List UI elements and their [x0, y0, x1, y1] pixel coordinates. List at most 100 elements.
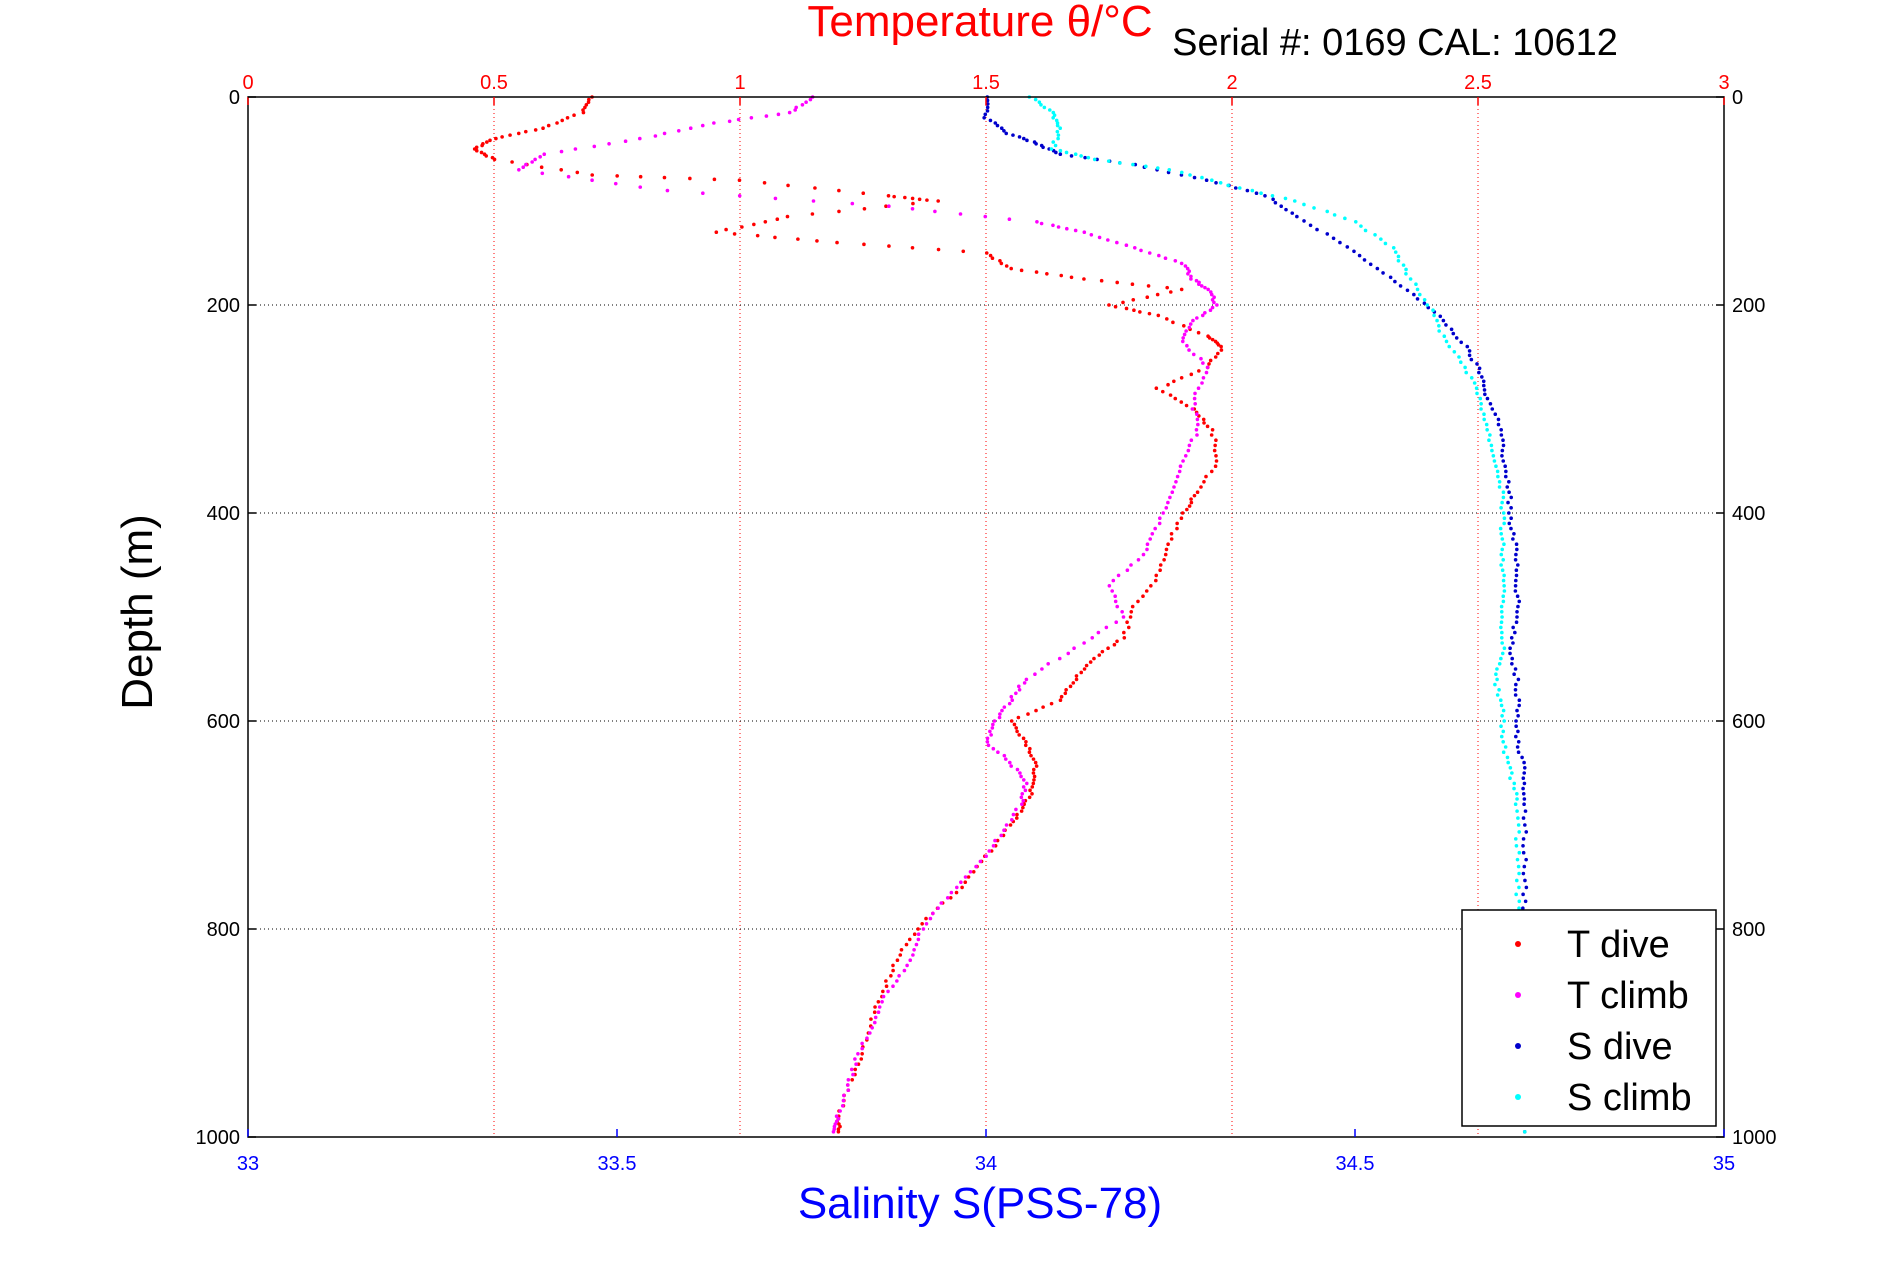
t-climb-point [517, 168, 521, 172]
t-dive-point [1171, 320, 1175, 325]
t-dive-point [903, 195, 907, 200]
t-climb-point [968, 870, 973, 874]
t-climb-point [1125, 568, 1130, 572]
s-climb-point [1106, 159, 1111, 163]
t-dive-point [1141, 594, 1145, 598]
s-climb-point [1359, 224, 1363, 228]
s-dive-point [1480, 375, 1484, 379]
t-dive-point [910, 246, 915, 250]
s-climb-point [1517, 885, 1521, 890]
depth-tick-label-right: 0 [1732, 87, 1743, 109]
t-dive-point [555, 121, 559, 125]
s-dive-point [1273, 200, 1278, 205]
t-dive-point [724, 227, 728, 232]
s-dive-point [1524, 857, 1528, 862]
s-dive-point [1516, 677, 1521, 682]
t-climb-point [700, 123, 705, 128]
t-climb-point [1177, 469, 1182, 474]
t-climb-point [1208, 308, 1213, 313]
s-dive-point [1521, 844, 1525, 848]
t-dive-point [1156, 313, 1161, 318]
t-climb-point [688, 126, 693, 130]
t-climb-point [1201, 361, 1205, 365]
legend-box [1461, 909, 1717, 1127]
s-dive-point [1368, 262, 1373, 267]
t-climb-point [1017, 688, 1022, 692]
t-dive-point [1138, 310, 1142, 314]
t-climb-point [1186, 448, 1191, 453]
t-climb-point [662, 131, 667, 136]
depth-tick-label-left: 400 [207, 503, 240, 525]
t-dive-point [1149, 584, 1153, 588]
s-dive-point [1017, 135, 1022, 139]
t-climb-point [846, 1088, 851, 1092]
s-climb-point [1502, 589, 1507, 593]
t-climb-point [987, 849, 992, 853]
t-climb-point [1021, 785, 1026, 789]
t-climb-point [963, 875, 968, 879]
s-climb-point [1493, 682, 1497, 687]
s-dive-point [1522, 766, 1527, 770]
s-dive-point [1516, 563, 1520, 567]
t-climb-point [736, 117, 741, 122]
s-dive-point [1522, 781, 1527, 786]
t-climb-point [1178, 464, 1183, 469]
s-dive-point [1509, 495, 1514, 500]
s-climb-point [1055, 121, 1060, 125]
t-climb-point [804, 100, 808, 104]
t-dive-point [886, 194, 891, 198]
t-climb-point [1002, 828, 1006, 832]
t-climb-point [1113, 594, 1117, 598]
t-climb-point [1015, 767, 1020, 772]
s-dive-point [1509, 516, 1513, 520]
s-climb-point [1495, 469, 1500, 474]
t-dive-point [936, 247, 941, 252]
t-climb-point [1022, 681, 1027, 685]
t-climb-point [999, 833, 1004, 838]
t-climb-point [912, 948, 916, 952]
t-climb-point [1215, 303, 1219, 307]
t-dive-point [500, 135, 504, 139]
s-dive-point [988, 118, 993, 123]
t-climb-point [902, 968, 907, 973]
t-climb-point [838, 1109, 842, 1113]
s-climb-point [1353, 220, 1358, 224]
s-climb-point [1422, 298, 1427, 302]
t-dive-point [815, 239, 819, 243]
t-dive-point [737, 178, 742, 182]
t-climb-point [1057, 656, 1062, 661]
t-climb-point [1173, 259, 1178, 263]
s-climb-point [1055, 123, 1060, 128]
t-climb-point [1163, 256, 1168, 261]
s-climb-point [1499, 532, 1504, 536]
t-climb-point [1183, 264, 1188, 268]
t-dive-point [837, 188, 841, 193]
t-dive-point [587, 97, 591, 102]
s-climb-point [1039, 103, 1043, 107]
t-climb-point [1205, 365, 1210, 370]
s-climb-point [1079, 154, 1083, 158]
t-dive-point [565, 116, 570, 120]
s-climb-point [1497, 662, 1502, 666]
t-climb-point [1195, 433, 1199, 437]
t-dive-point [966, 875, 971, 879]
serial-text: Serial #: 0169 CAL: 10612 [1172, 22, 1618, 64]
s-dive-point [1514, 620, 1519, 624]
s-climb-point [1499, 552, 1504, 557]
s-climb-point [1487, 438, 1491, 443]
s-dive-point [1271, 197, 1275, 202]
s-dive-point [1245, 188, 1250, 193]
s-dive-point [1521, 776, 1526, 780]
s-dive-point [1524, 830, 1529, 834]
t-climb-point [1003, 757, 1008, 761]
t-climb-point [945, 896, 950, 900]
t-dive-point [1179, 400, 1184, 404]
t-climb-point [908, 958, 913, 962]
s-climb-point [1501, 578, 1506, 583]
t-climb-point [881, 994, 886, 999]
t-dive-point [1210, 428, 1215, 432]
t-dive-point [904, 942, 909, 947]
t-dive-point [963, 880, 968, 884]
t-dive-point [1082, 277, 1086, 281]
s-dive-point [985, 109, 990, 113]
